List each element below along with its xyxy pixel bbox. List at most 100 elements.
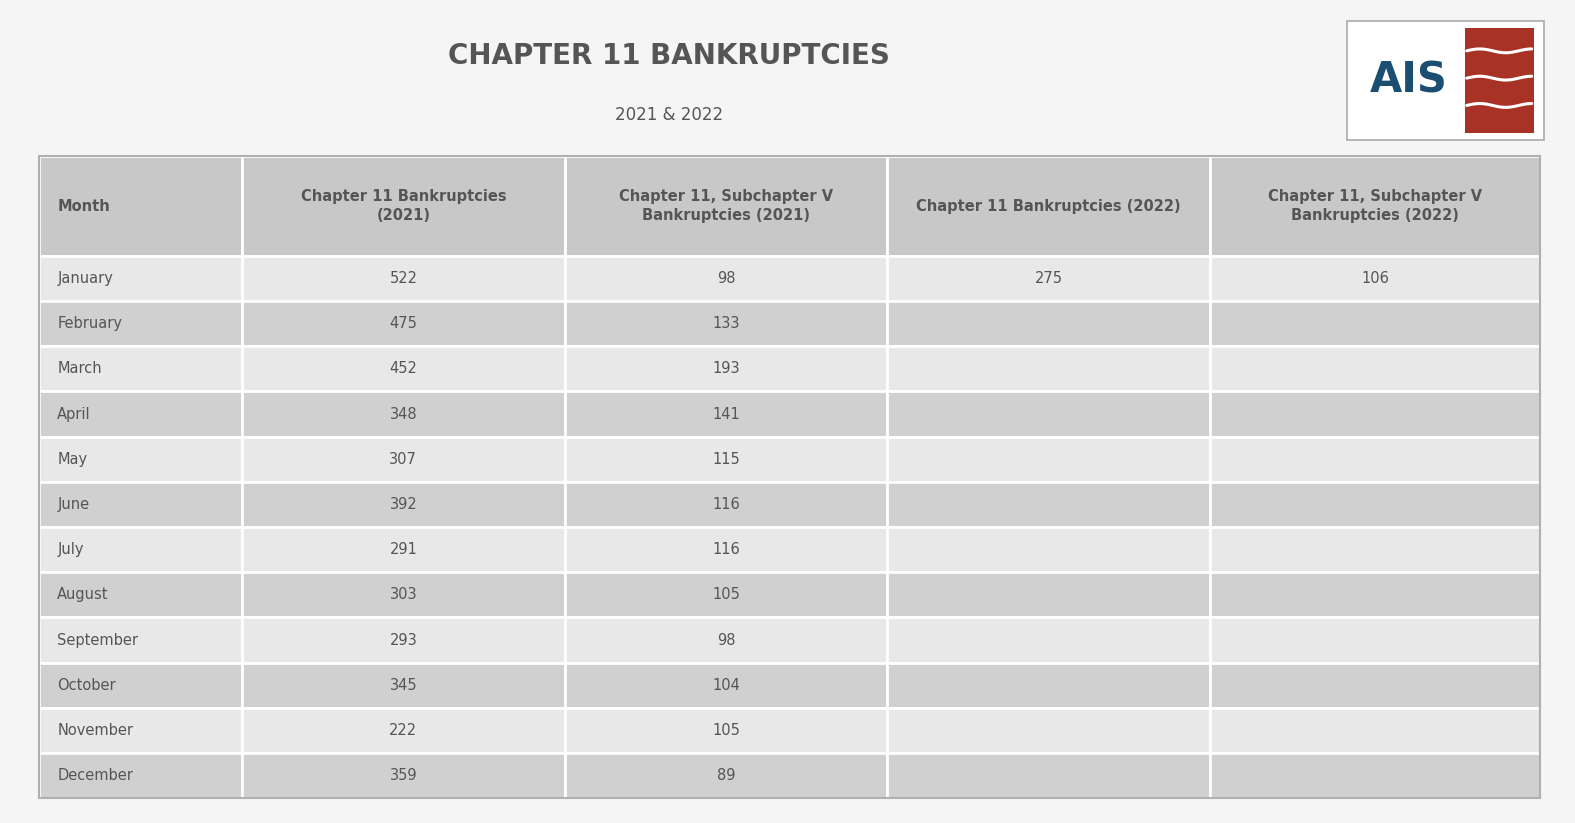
Text: 293: 293 xyxy=(389,633,417,648)
Bar xyxy=(887,437,1210,482)
Text: 392: 392 xyxy=(389,497,417,512)
Bar xyxy=(887,753,1210,798)
Text: 89: 89 xyxy=(717,768,736,783)
Bar xyxy=(1210,527,1540,572)
Text: February: February xyxy=(57,316,123,331)
Bar xyxy=(887,156,1210,256)
Bar xyxy=(243,346,565,392)
Bar xyxy=(243,663,565,708)
Text: 133: 133 xyxy=(712,316,740,331)
Bar xyxy=(243,572,565,617)
Bar xyxy=(887,392,1210,437)
Bar xyxy=(39,437,243,482)
Text: May: May xyxy=(57,452,88,467)
Bar xyxy=(1210,301,1540,346)
Bar xyxy=(39,256,243,301)
Text: March: March xyxy=(57,361,102,376)
Text: 105: 105 xyxy=(712,588,740,602)
Text: 345: 345 xyxy=(389,678,417,693)
Bar xyxy=(565,256,887,301)
Bar xyxy=(887,708,1210,753)
Text: 348: 348 xyxy=(389,407,417,421)
Text: 98: 98 xyxy=(717,633,736,648)
Bar xyxy=(565,301,887,346)
Text: 98: 98 xyxy=(717,271,736,286)
Bar xyxy=(243,753,565,798)
Text: Chapter 11 Bankruptcies (2022): Chapter 11 Bankruptcies (2022) xyxy=(917,198,1181,214)
Text: 291: 291 xyxy=(389,542,417,557)
Bar xyxy=(243,301,565,346)
Text: 115: 115 xyxy=(712,452,740,467)
Bar xyxy=(243,482,565,527)
Bar xyxy=(243,392,565,437)
Bar xyxy=(39,708,243,753)
Bar xyxy=(887,256,1210,301)
Bar xyxy=(565,708,887,753)
Bar xyxy=(1210,708,1540,753)
Bar xyxy=(243,156,565,256)
Bar xyxy=(565,617,887,663)
Bar xyxy=(887,301,1210,346)
Bar xyxy=(565,663,887,708)
Bar xyxy=(1210,482,1540,527)
Text: September: September xyxy=(57,633,139,648)
Text: 222: 222 xyxy=(389,723,417,738)
Text: 2021 & 2022: 2021 & 2022 xyxy=(616,106,723,124)
Text: June: June xyxy=(57,497,90,512)
Text: 522: 522 xyxy=(389,271,417,286)
Bar xyxy=(565,346,887,392)
Text: CHAPTER 11 BANKRUPTCIES: CHAPTER 11 BANKRUPTCIES xyxy=(449,42,890,70)
Bar xyxy=(565,753,887,798)
Text: April: April xyxy=(57,407,91,421)
Bar xyxy=(887,346,1210,392)
Bar xyxy=(39,572,243,617)
Bar xyxy=(39,617,243,663)
Bar xyxy=(39,663,243,708)
Bar xyxy=(565,527,887,572)
Bar xyxy=(39,301,243,346)
Bar xyxy=(565,482,887,527)
Bar xyxy=(243,437,565,482)
Bar xyxy=(243,617,565,663)
Text: Chapter 11 Bankruptcies
(2021): Chapter 11 Bankruptcies (2021) xyxy=(301,189,506,223)
Text: August: August xyxy=(57,588,109,602)
Bar xyxy=(243,708,565,753)
Bar xyxy=(565,572,887,617)
Text: 452: 452 xyxy=(389,361,417,376)
Bar xyxy=(1210,753,1540,798)
Bar xyxy=(39,753,243,798)
Bar xyxy=(887,572,1210,617)
Text: 116: 116 xyxy=(712,542,740,557)
Text: 359: 359 xyxy=(389,768,417,783)
Text: November: November xyxy=(57,723,134,738)
Text: July: July xyxy=(57,542,83,557)
Bar xyxy=(565,437,887,482)
Bar xyxy=(39,392,243,437)
Bar xyxy=(565,156,887,256)
Bar xyxy=(1210,346,1540,392)
Bar xyxy=(243,527,565,572)
Text: 275: 275 xyxy=(1035,271,1063,286)
Bar xyxy=(887,527,1210,572)
Text: 106: 106 xyxy=(1361,271,1389,286)
Text: Chapter 11, Subchapter V
Bankruptcies (2022): Chapter 11, Subchapter V Bankruptcies (2… xyxy=(1268,189,1482,223)
Text: AIS: AIS xyxy=(1370,59,1447,101)
Text: December: December xyxy=(57,768,134,783)
Text: October: October xyxy=(57,678,117,693)
Text: Chapter 11, Subchapter V
Bankruptcies (2021): Chapter 11, Subchapter V Bankruptcies (2… xyxy=(619,189,833,223)
Text: 475: 475 xyxy=(389,316,417,331)
Bar xyxy=(1210,156,1540,256)
Text: 307: 307 xyxy=(389,452,417,467)
Bar xyxy=(243,256,565,301)
Text: Month: Month xyxy=(57,198,110,214)
Bar xyxy=(1210,572,1540,617)
Text: 303: 303 xyxy=(389,588,417,602)
Text: 193: 193 xyxy=(712,361,740,376)
Text: 105: 105 xyxy=(712,723,740,738)
Bar xyxy=(1210,256,1540,301)
Bar xyxy=(887,617,1210,663)
Bar xyxy=(39,156,243,256)
Text: January: January xyxy=(57,271,113,286)
Text: 116: 116 xyxy=(712,497,740,512)
Bar xyxy=(39,527,243,572)
